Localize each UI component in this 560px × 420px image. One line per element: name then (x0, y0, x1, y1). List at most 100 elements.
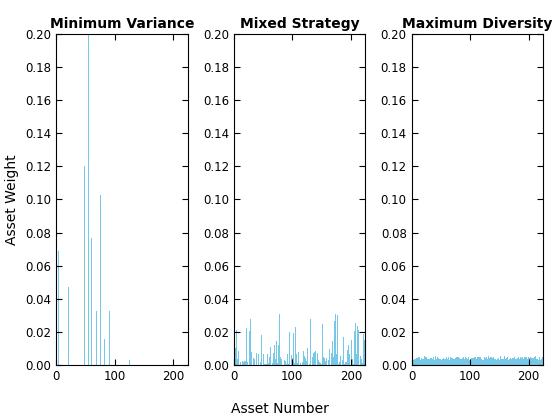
Bar (452, 358, 453, 365)
Bar (309, 364, 310, 365)
Bar (257, 362, 258, 365)
Bar (354, 363, 355, 365)
Bar (432, 359, 433, 365)
Bar (249, 331, 250, 365)
Bar (347, 349, 348, 365)
Bar (348, 345, 349, 365)
Bar (324, 358, 325, 365)
Bar (330, 348, 331, 365)
Bar (305, 358, 306, 365)
Bar (295, 326, 296, 365)
Bar (438, 357, 440, 365)
Bar (273, 353, 274, 365)
Bar (334, 321, 335, 365)
Bar (490, 357, 491, 365)
Bar (496, 360, 497, 365)
Bar (503, 358, 505, 365)
Bar (517, 357, 518, 365)
Bar (235, 348, 236, 365)
Bar (329, 349, 330, 365)
Bar (442, 359, 443, 365)
Bar (424, 359, 425, 365)
Bar (413, 360, 414, 365)
Bar (357, 350, 358, 365)
Y-axis label: Asset Weight: Asset Weight (6, 154, 20, 245)
Bar (285, 361, 286, 365)
Bar (475, 356, 476, 365)
Bar (485, 358, 486, 365)
Bar (109, 311, 110, 365)
Bar (434, 360, 435, 365)
Bar (240, 362, 241, 365)
Bar (418, 357, 419, 365)
Bar (473, 357, 474, 365)
Bar (337, 315, 338, 365)
Bar (427, 360, 428, 365)
Bar (335, 314, 336, 365)
Bar (534, 357, 535, 365)
Bar (450, 357, 451, 365)
Bar (303, 351, 304, 365)
Bar (461, 357, 462, 365)
Bar (459, 357, 460, 365)
Bar (277, 363, 278, 365)
Bar (533, 358, 534, 365)
Bar (540, 359, 541, 365)
Bar (312, 357, 313, 365)
Bar (287, 354, 288, 365)
Bar (430, 358, 431, 365)
Bar (532, 358, 533, 365)
Bar (426, 357, 427, 365)
Bar (537, 359, 538, 365)
Bar (286, 364, 287, 365)
Bar (519, 360, 520, 365)
Bar (339, 362, 340, 365)
Bar (483, 360, 484, 365)
Bar (505, 357, 506, 365)
Bar (543, 359, 544, 365)
Bar (331, 353, 332, 365)
Bar (463, 357, 464, 365)
Bar (245, 361, 246, 365)
Bar (425, 357, 426, 365)
Bar (478, 357, 479, 365)
Bar (270, 347, 271, 365)
Bar (298, 352, 299, 365)
Bar (246, 328, 247, 365)
Bar (528, 357, 529, 365)
Bar (268, 363, 269, 365)
Bar (525, 357, 526, 365)
Bar (493, 357, 494, 365)
Bar (284, 360, 285, 365)
Bar (296, 354, 297, 365)
Bar (129, 360, 130, 365)
Text: Asset Number: Asset Number (231, 402, 329, 416)
Bar (274, 345, 275, 365)
Bar (454, 359, 455, 365)
Bar (291, 355, 292, 365)
Bar (293, 333, 294, 365)
Bar (351, 340, 352, 365)
Bar (451, 357, 452, 365)
Bar (313, 353, 314, 365)
Bar (511, 359, 512, 365)
Bar (96, 311, 97, 365)
Bar (250, 318, 251, 365)
Bar (263, 354, 264, 365)
Bar (362, 362, 363, 365)
Bar (266, 364, 267, 365)
Bar (515, 359, 516, 365)
Bar (247, 362, 248, 365)
Bar (264, 364, 265, 365)
Bar (462, 358, 463, 365)
Bar (322, 354, 323, 365)
Bar (325, 361, 326, 365)
Bar (542, 357, 543, 365)
Bar (256, 353, 257, 365)
Bar (349, 354, 350, 365)
Bar (492, 358, 493, 365)
Bar (502, 357, 503, 365)
Bar (346, 363, 347, 365)
Bar (445, 359, 446, 365)
Bar (276, 341, 277, 365)
